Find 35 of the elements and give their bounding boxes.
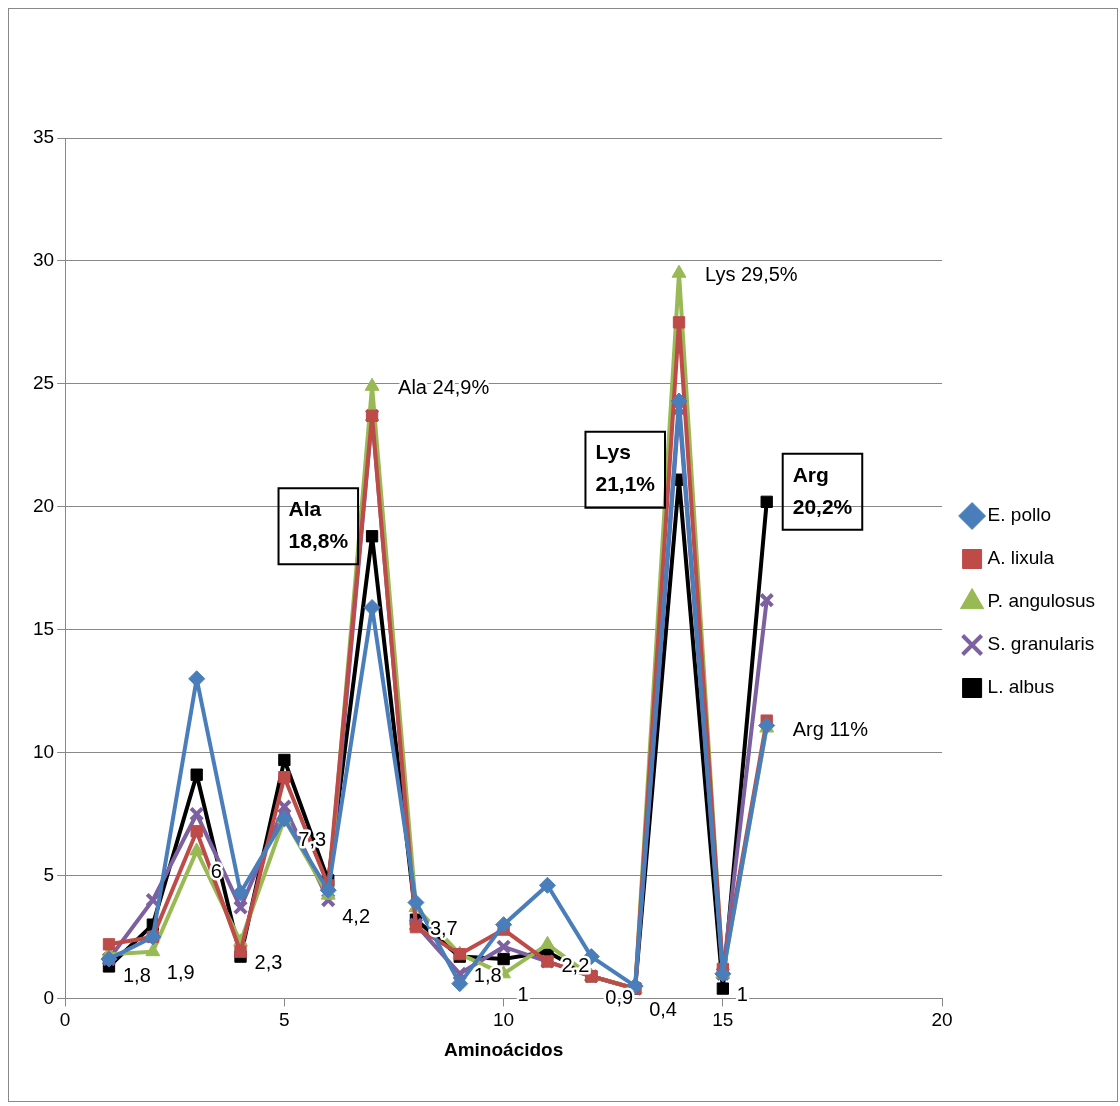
data-label: 1 [517,983,529,1006]
data-label: 2,3 [254,951,283,974]
data-label: Arg 11% [792,717,869,740]
x-tick-label: 5 [279,1009,290,1031]
legend-label: A. lixula [987,547,1055,569]
data-label: Lys 21,1% [595,440,656,496]
y-tick-label: 20 [32,494,55,516]
y-tick-label: 25 [32,372,55,394]
data-label: 1,8 [473,963,502,986]
data-label: Ala 24,9% [398,375,490,398]
data-label: 0,4 [649,998,677,1021]
data-label: Arg 20,2% [792,462,853,518]
x-axis-title: Aminoácidos [443,1038,564,1060]
data-label: 2,2 [561,953,590,976]
legend-label: S. granularis [987,633,1095,655]
y-tick-label: 10 [32,740,55,762]
data-label: 1,9 [166,961,195,984]
data-label: Ala 18,8% [288,497,349,553]
y-tick-label: 30 [32,249,55,271]
y-tick-label: 15 [32,617,55,639]
legend-label: P. angulosus [987,590,1095,612]
legend-label: L. albus [987,676,1055,698]
y-tick-label: 35 [32,126,55,148]
data-label: 4,2 [342,904,371,927]
legend-label: E. pollo [987,504,1051,526]
y-tick-label: 0 [43,986,55,1008]
x-tick-label: 20 [931,1009,953,1031]
data-label: Lys 29,5% [705,262,798,285]
data-label: 1 [736,983,748,1006]
x-tick-label: 10 [493,1009,515,1031]
y-tick-label: 5 [43,863,55,885]
x-tick-label: 0 [59,1009,71,1031]
data-label: 0,9 [605,985,634,1008]
data-label: 1,8 [122,963,151,986]
x-tick-label: 15 [712,1009,734,1031]
